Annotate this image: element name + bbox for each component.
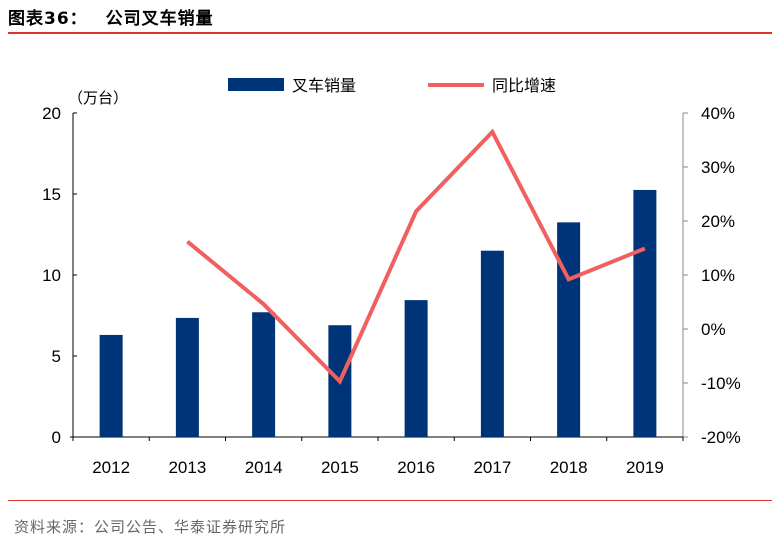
y-left-tick-label: 0 <box>52 428 61 447</box>
x-tick-label: 2016 <box>397 458 435 477</box>
y-right-tick-label: 10% <box>701 266 735 285</box>
bar-2018 <box>557 222 581 437</box>
y-left-tick-label: 15 <box>42 185 61 204</box>
header-rule <box>8 32 772 34</box>
footer-rule <box>8 500 772 501</box>
x-tick-label: 2019 <box>626 458 664 477</box>
y-right-tick-label: -20% <box>701 428 741 447</box>
y-right-tick-label: -10% <box>701 374 741 393</box>
x-tick-label: 2014 <box>245 458 283 477</box>
legend-bar-swatch <box>228 78 284 91</box>
bar-2012 <box>99 334 123 437</box>
figure-header: 图表36： 公司叉车销量 <box>8 4 214 29</box>
y-right-tick-label: 20% <box>701 212 735 231</box>
y-right-tick-label: 0% <box>701 320 726 339</box>
bar-2019 <box>633 189 657 437</box>
bar-2016 <box>404 300 428 437</box>
x-tick-label: 2012 <box>92 458 130 477</box>
bar-2013 <box>175 317 199 437</box>
x-tick-label: 2018 <box>550 458 588 477</box>
x-tick-label: 2015 <box>321 458 359 477</box>
y-left-unit-label: （万台） <box>68 90 128 107</box>
bar-2017 <box>480 250 504 437</box>
y-right-tick-label: 40% <box>701 104 735 123</box>
y-right-tick-label: 30% <box>701 158 735 177</box>
bar-2014 <box>252 312 276 437</box>
legend-bar-label: 叉车销量 <box>292 77 356 95</box>
y-left-tick-label: 20 <box>42 104 61 123</box>
x-tick-label: 2013 <box>168 458 206 477</box>
figure-label: 图表36： <box>8 9 88 29</box>
x-tick-label: 2017 <box>473 458 511 477</box>
legend-line-label: 同比增速 <box>492 77 556 95</box>
legend: 叉车销量 同比增速 <box>228 77 556 95</box>
y-left-tick-label: 5 <box>52 347 61 366</box>
figure-title: 公司叉车销量 <box>105 9 214 29</box>
y-left-tick-label: 10 <box>42 266 61 285</box>
source-note: 资料来源：公司公告、华泰证券研究所 <box>14 518 287 536</box>
